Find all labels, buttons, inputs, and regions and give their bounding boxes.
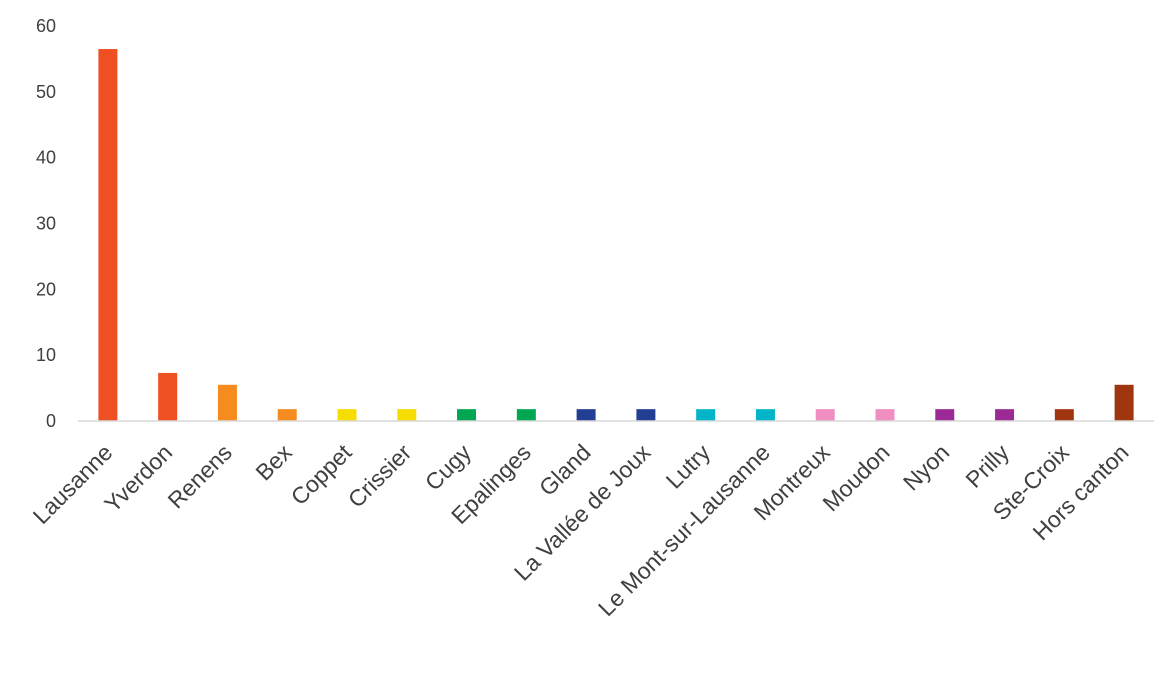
x-tick-label: Coppet [286, 439, 357, 510]
y-tick-label: 40 [36, 148, 56, 168]
x-tick-label: Bex [250, 439, 297, 486]
x-tick-label: Lausanne [28, 439, 118, 529]
bar [98, 49, 118, 422]
bar [397, 409, 417, 421]
bar [636, 409, 656, 421]
y-tick-label: 30 [36, 214, 56, 234]
x-tick-label: Nyon [898, 439, 954, 495]
bar [158, 372, 178, 421]
y-tick-label: 0 [46, 411, 56, 431]
x-tick-label: Yverdon [99, 439, 177, 517]
bar [1114, 384, 1134, 421]
x-tick-label: Crissier [343, 439, 417, 513]
x-tick-label: Lutry [661, 439, 716, 494]
x-tick-label: Renens [163, 439, 237, 513]
bar [875, 409, 895, 421]
bars [98, 49, 1134, 422]
bar [337, 409, 357, 421]
y-tick-label: 50 [36, 82, 56, 102]
bar [277, 409, 297, 421]
bar [696, 409, 716, 421]
bar [516, 409, 536, 421]
x-tick-label: Prilly [960, 439, 1014, 493]
y-axis: 0 10 20 30 40 50 60 [36, 16, 56, 431]
x-tick-label: Cugy [420, 439, 477, 496]
bar [995, 409, 1015, 421]
bar [755, 409, 775, 421]
bar [1054, 409, 1074, 421]
y-tick-label: 60 [36, 16, 56, 36]
x-tick-label: Moudon [817, 439, 894, 516]
bar [576, 409, 596, 421]
y-tick-label: 10 [36, 345, 56, 365]
bar [457, 409, 477, 421]
bar [217, 384, 237, 421]
bar [815, 409, 835, 421]
bar [935, 409, 955, 421]
y-tick-label: 20 [36, 279, 56, 299]
